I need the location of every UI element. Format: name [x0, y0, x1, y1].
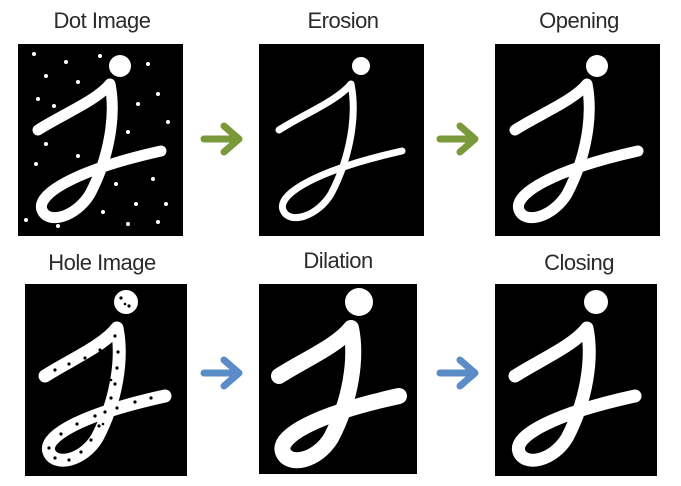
panel-closing [495, 284, 657, 476]
letter-j-opened [509, 55, 644, 224]
arrow-right-icon [436, 356, 479, 390]
arrow-right-icon [200, 122, 243, 156]
letter-j-dilated [271, 288, 407, 469]
panel-hole-image [25, 284, 187, 476]
arrow-right-icon [200, 356, 243, 390]
panel-opening [495, 44, 660, 236]
label-closing: Closing [544, 250, 614, 275]
letter-j-eroded [275, 57, 406, 222]
label-erosion: Erosion [307, 8, 379, 33]
label-dot-image: Dot Image [53, 8, 152, 33]
label-hole-image: Hole Image [48, 250, 156, 275]
panel-dilation [259, 284, 417, 474]
label-dilation: Dilation [303, 248, 373, 273]
letter-j-with-holes [38, 290, 172, 467]
letter-j-closed [508, 290, 642, 467]
panel-dot-image [18, 44, 183, 236]
label-opening: Opening [539, 8, 619, 33]
letter-j-with-dots [24, 52, 170, 228]
panel-erosion [259, 44, 424, 236]
arrow-right-icon [436, 122, 479, 156]
